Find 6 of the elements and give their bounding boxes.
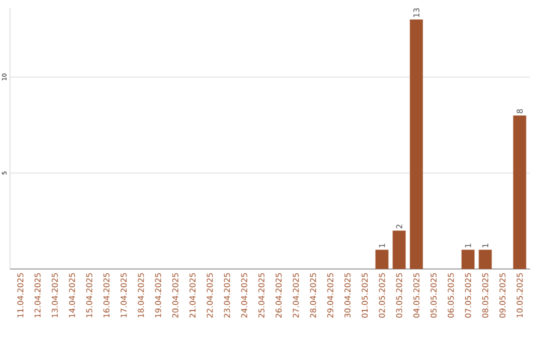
bar [375,250,388,269]
bar [478,250,492,269]
bar [513,115,526,269]
bar [392,230,406,269]
bar [462,250,475,269]
bar [410,20,423,269]
